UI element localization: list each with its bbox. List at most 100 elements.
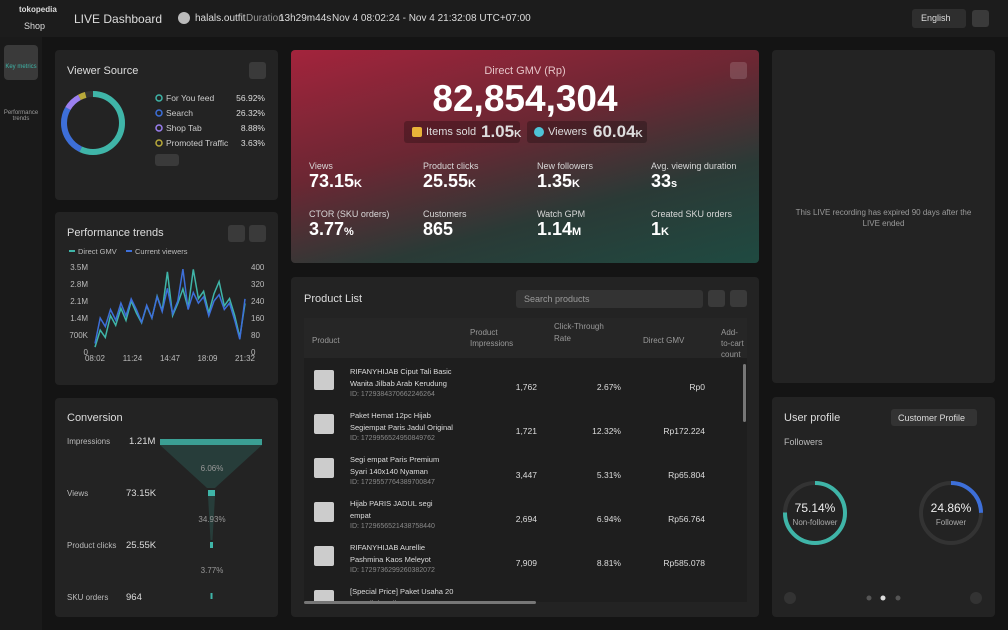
value: 73.15 [309, 171, 355, 191]
legend-marker [155, 109, 163, 117]
stage-name: Impressions [67, 437, 111, 446]
user-profile-card [772, 397, 995, 617]
fullscreen-button[interactable] [972, 10, 989, 27]
series-line [94, 268, 246, 344]
metric-label: Watch GPM [537, 209, 586, 219]
funnel-bar [208, 490, 215, 496]
language[interactable]: English [921, 13, 951, 23]
column-header: Add-to-cart count [721, 328, 744, 359]
search-placeholder[interactable]: Search products [524, 294, 590, 304]
stage-name: SKU orders [67, 593, 109, 602]
y2-tick-label: 160 [251, 314, 265, 323]
page-dot[interactable] [866, 595, 872, 601]
product-name[interactable]: Segi empat Paris Premium Syari 140x140 N… [350, 455, 440, 476]
profile-rings: 75.14% Non-follower 24.86% Follower [783, 481, 983, 604]
gmv-button[interactable] [730, 62, 747, 79]
profile-dropdown-label[interactable]: Customer Profile [898, 413, 966, 423]
product-id: ID: 1729736299260382072 [350, 567, 435, 574]
h-scrollbar[interactable] [304, 601, 536, 604]
column-header: Click-Through Rate [554, 322, 604, 343]
value: 1.05 [481, 122, 515, 141]
product-thumbnail [314, 546, 334, 566]
metric-label: Created SKU orders [651, 209, 733, 219]
viewer-source-card [55, 50, 278, 200]
more-button[interactable] [155, 154, 179, 166]
ring-value: 24.86% [931, 501, 972, 515]
legend-marker [155, 124, 163, 132]
y-tick-label: 700K [69, 331, 88, 340]
items-sold-value: 1.05K [481, 122, 521, 142]
export-button[interactable] [249, 225, 266, 242]
legend-marker [155, 139, 163, 147]
metric-value: 1.35K [537, 171, 580, 192]
funnel-shape [160, 445, 262, 488]
value: 865 [423, 219, 454, 239]
viewers-label: Viewers [548, 126, 587, 138]
nav-key-metrics[interactable]: Key metrics [5, 64, 37, 70]
gmv: Rp65.804 [668, 470, 705, 480]
conversion-rate: 34.93% [198, 515, 226, 524]
series-line [94, 269, 246, 348]
download-button[interactable] [730, 290, 747, 307]
profile-dropdown[interactable] [891, 409, 977, 426]
unit: K [635, 129, 643, 140]
language-select[interactable] [912, 9, 966, 28]
expired-notice: This LIVE recording has expired 90 days … [795, 208, 972, 228]
sidebar [0, 37, 42, 630]
time-range: Nov 4 08:02:24 - Nov 4 21:32:08 UTC+07:0… [332, 13, 531, 24]
user-profile-title: User profile [784, 412, 841, 424]
v-scrollbar[interactable] [743, 364, 746, 422]
next-button[interactable] [970, 592, 982, 604]
metric-label: Views [309, 161, 333, 171]
viewer-source-button[interactable] [249, 62, 266, 79]
x-tick-label: 21:32 [235, 354, 256, 363]
product-name[interactable]: RIFANYHIJAB Aurellie Pashmina Kaos Meley… [350, 543, 431, 564]
metric-label: CTOR (SKU orders) [309, 209, 390, 219]
unit: K [514, 129, 522, 140]
ctr: 2.67% [596, 382, 621, 392]
product-id: ID: 1729557764389700847 [350, 479, 435, 486]
search-box[interactable] [516, 290, 703, 308]
product-id: ID: 1729956524950849762 [350, 435, 435, 442]
duration-label: Duration [246, 13, 284, 24]
funnel-bar [210, 593, 213, 599]
edit-button[interactable] [708, 290, 725, 307]
brand: tokopedia [19, 5, 57, 14]
y-tick-label: 0 [84, 348, 89, 357]
column-header: Product [312, 336, 340, 345]
page-dot[interactable] [880, 595, 886, 601]
viewer-source-donut: For You feed 56.92% Search 26.32% Shop Tab 8.… [61, 91, 265, 155]
product-name[interactable]: RIFANYHIJAB Ciput Tali Basic Wanita Jilb… [350, 367, 452, 388]
x-tick-label: 14:47 [160, 354, 181, 363]
value: 1.35 [537, 171, 573, 191]
conversion-title: Conversion [67, 412, 123, 424]
gmv-value: 82,854,304 [432, 78, 618, 119]
page-dot[interactable] [895, 595, 901, 601]
conversion-rate: 6.06% [200, 464, 224, 473]
nav-active[interactable] [4, 45, 38, 80]
nav-performance[interactable]: Performance trends [3, 110, 39, 122]
legend-label: Current viewers [135, 247, 188, 256]
unit: % [344, 226, 354, 238]
edit-button[interactable] [228, 225, 245, 242]
unit: K [468, 178, 476, 190]
x-tick-label: 18:09 [197, 354, 218, 363]
y2-tick-label: 320 [251, 280, 265, 289]
product-name[interactable]: Hijab PARIS JADUL segi empat [350, 499, 433, 520]
viewers-chip [527, 121, 647, 143]
value: 25.55 [423, 171, 469, 191]
account[interactable]: halals.outfit [195, 13, 246, 24]
profile-subtitle: Followers [784, 437, 823, 447]
metric-label: New followers [537, 161, 594, 171]
stage-value: 964 [126, 592, 142, 603]
funnel-shape [208, 496, 215, 540]
legend-name: Shop Tab [166, 123, 202, 133]
y2-tick-label: 0 [251, 348, 256, 357]
prev-button[interactable] [784, 592, 796, 604]
product-name[interactable]: [Special Price] Paket Usaha 20 Pcs Hijab… [350, 587, 454, 602]
funnel [160, 439, 262, 599]
stage-name: Views [67, 489, 89, 498]
product-name[interactable]: Paket Hemat 12pc Hijab Segiempat Paris J… [350, 411, 453, 432]
ring-label: Non-follower [793, 518, 838, 527]
ring-value: 75.14% [795, 501, 836, 515]
